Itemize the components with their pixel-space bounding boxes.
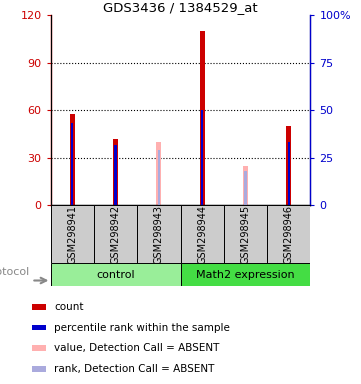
Text: Math2 expression: Math2 expression: [196, 270, 295, 280]
Bar: [113, 139, 118, 205]
Text: count: count: [54, 302, 83, 312]
Bar: [137, 205, 180, 263]
Bar: [32, 304, 45, 310]
Bar: [51, 263, 180, 286]
Bar: [157, 150, 160, 205]
Bar: [32, 346, 45, 351]
Text: protocol: protocol: [0, 267, 29, 278]
Bar: [70, 114, 75, 205]
Bar: [51, 205, 94, 263]
Bar: [201, 111, 204, 205]
Text: control: control: [96, 270, 135, 280]
Bar: [71, 123, 74, 205]
Bar: [200, 31, 205, 205]
Text: GSM298946: GSM298946: [284, 205, 294, 264]
Bar: [286, 126, 291, 205]
Text: GSM298944: GSM298944: [197, 205, 207, 264]
Bar: [267, 205, 310, 263]
Bar: [243, 166, 248, 205]
Text: GSM298941: GSM298941: [67, 205, 77, 264]
Bar: [180, 263, 310, 286]
Text: rank, Detection Call = ABSENT: rank, Detection Call = ABSENT: [54, 364, 214, 374]
Text: GSM298945: GSM298945: [240, 205, 251, 264]
Bar: [32, 366, 45, 372]
Bar: [94, 205, 137, 263]
Text: value, Detection Call = ABSENT: value, Detection Call = ABSENT: [54, 343, 219, 353]
Bar: [32, 325, 45, 330]
Bar: [156, 142, 161, 205]
Text: GSM298943: GSM298943: [154, 205, 164, 264]
Bar: [287, 142, 290, 205]
Bar: [244, 170, 247, 205]
Bar: [114, 145, 117, 205]
Title: GDS3436 / 1384529_at: GDS3436 / 1384529_at: [103, 1, 258, 14]
Text: percentile rank within the sample: percentile rank within the sample: [54, 323, 230, 333]
Bar: [224, 205, 267, 263]
Bar: [180, 205, 224, 263]
Text: GSM298942: GSM298942: [110, 205, 121, 264]
